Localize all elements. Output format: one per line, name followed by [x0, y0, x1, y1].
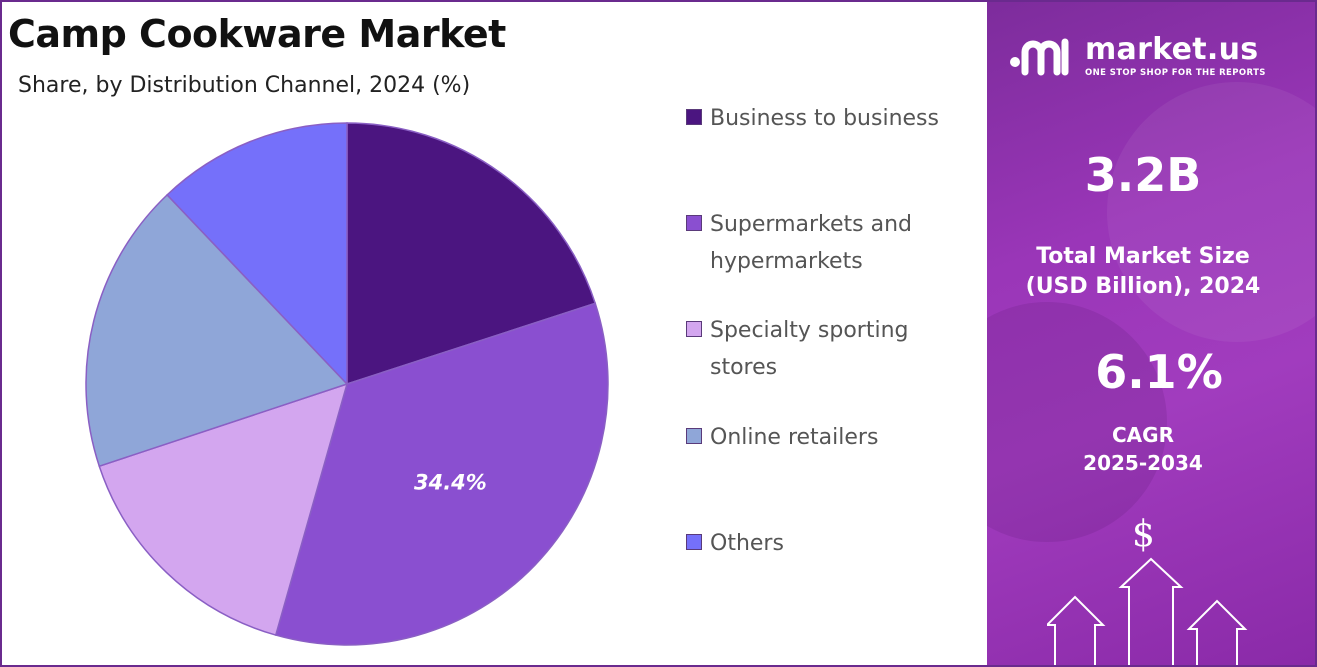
pie-slice-online-retailers [85, 193, 349, 468]
market-size-label-line2: (USD Billion), 2024 [1025, 274, 1261, 299]
legend-swatch [686, 321, 702, 337]
market-size-value: 3.2B [1084, 148, 1202, 202]
legend-label: Specialty sporting stores [710, 318, 909, 380]
legend-label: Business to business [710, 106, 939, 131]
legend-item-online-retailers: Online retailers [686, 419, 980, 456]
legend-label: Others [710, 531, 784, 556]
panel-decoration [1107, 82, 1315, 342]
market-us-logo-icon [1010, 38, 1069, 76]
legend-item-supermarkets: Supermarkets and hypermarkets [686, 206, 980, 280]
cagr-label: CAGR [1112, 423, 1174, 447]
brand-tagline: ONE STOP SHOP FOR THE REPORTS [1085, 67, 1266, 78]
pie-data-label: 34.4% [414, 471, 487, 495]
cagr-value: 6.1% [1095, 345, 1223, 399]
legend-swatch [686, 534, 702, 550]
growth-arrows-icon [1047, 557, 1248, 665]
legend-swatch [686, 109, 702, 125]
pie-slice-specialty-sporting-stores [98, 382, 349, 637]
brand-name: market.us [1085, 31, 1259, 67]
chart-subtitle: Share, by Distribution Channel, 2024 (%) [18, 73, 471, 98]
market-size-label-line1: Total Market Size [1036, 244, 1250, 269]
legend-label: Supermarkets and hypermarkets [710, 212, 912, 274]
market-summary-panel: market.us ONE STOP SHOP FOR THE REPORTS … [987, 2, 1315, 665]
pie-slice-supermarkets-and-hypermarkets [274, 302, 609, 646]
pie-slice-others [166, 122, 348, 386]
dollar-icon: $ [1132, 514, 1155, 555]
legend-item-business-to-business: Business to business [686, 100, 980, 137]
brand-logo: market.us ONE STOP SHOP FOR THE REPORTS [1007, 32, 1266, 80]
legend-swatch [686, 215, 702, 231]
cagr-period: 2025-2034 [1083, 451, 1203, 475]
chart-title: Camp Cookware Market [8, 12, 506, 56]
legend-item-specialty-sporting: Specialty sporting stores [686, 312, 980, 386]
legend-swatch [686, 428, 702, 444]
pie-slice-business-to-business [346, 122, 597, 386]
pie-chart: 34.4% [85, 122, 609, 646]
legend-item-others: Others [686, 525, 980, 562]
legend-label: Online retailers [710, 425, 879, 450]
